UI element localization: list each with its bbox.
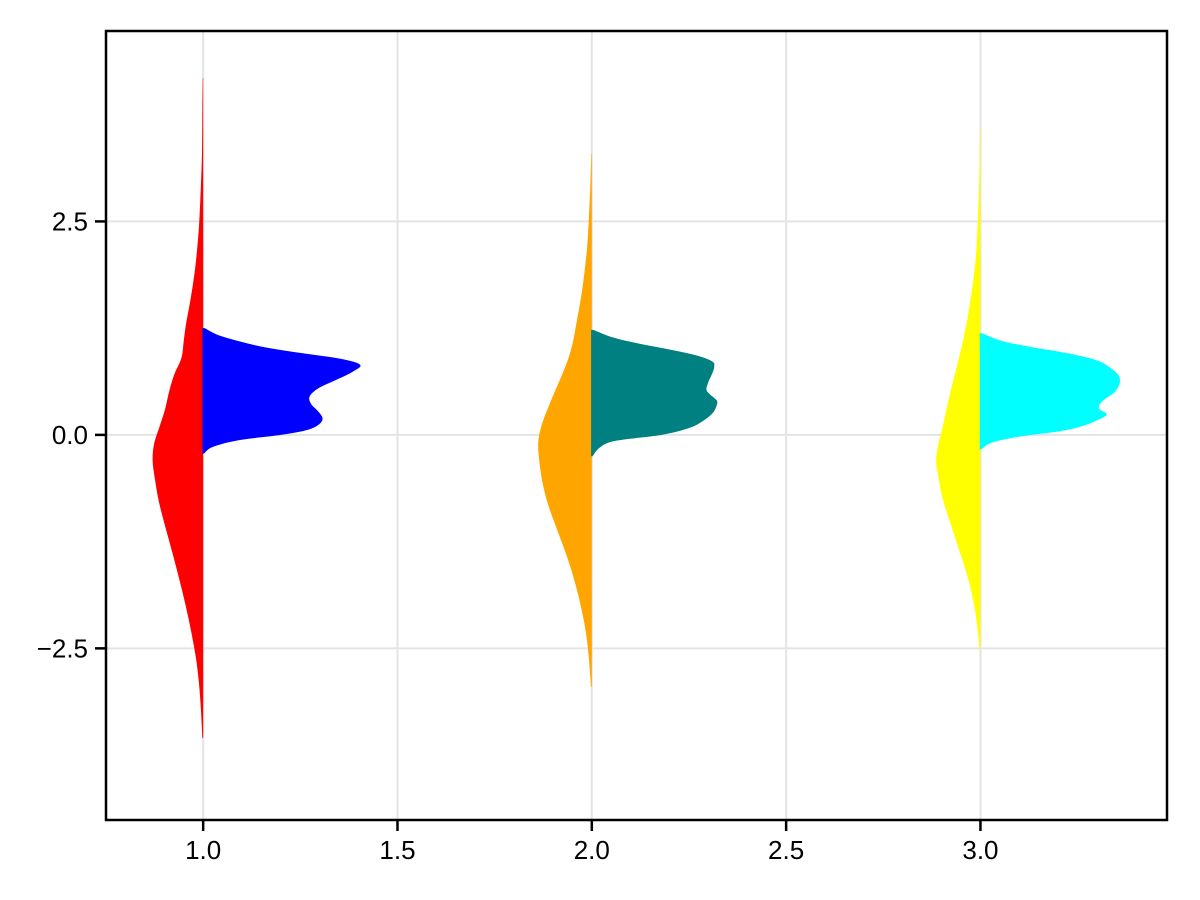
- violin-half-3-left-yellow: [936, 127, 981, 651]
- violin-half-3-right-cyan: [979, 333, 1120, 450]
- x-tick-label-1.5: 1.5: [379, 835, 415, 865]
- y-tick-label-−2.5: −2.5: [37, 633, 88, 663]
- y-tick-label-2.5: 2.5: [52, 206, 88, 236]
- x-tick-label-3.0: 3.0: [962, 835, 998, 865]
- violin-half-1-left-red: [152, 77, 204, 739]
- axis-frame: [104, 29, 1169, 822]
- violin-half-2-left-orange: [538, 153, 592, 687]
- x-tick-label-2.5: 2.5: [768, 835, 804, 865]
- x-tick-label-1.0: 1.0: [185, 835, 221, 865]
- violin-half-2-right-teal: [591, 329, 718, 457]
- y-tick-label-0.0: 0.0: [52, 420, 88, 450]
- violin-half-1-right-blue: [202, 328, 361, 454]
- x-tick-label-2.0: 2.0: [574, 835, 610, 865]
